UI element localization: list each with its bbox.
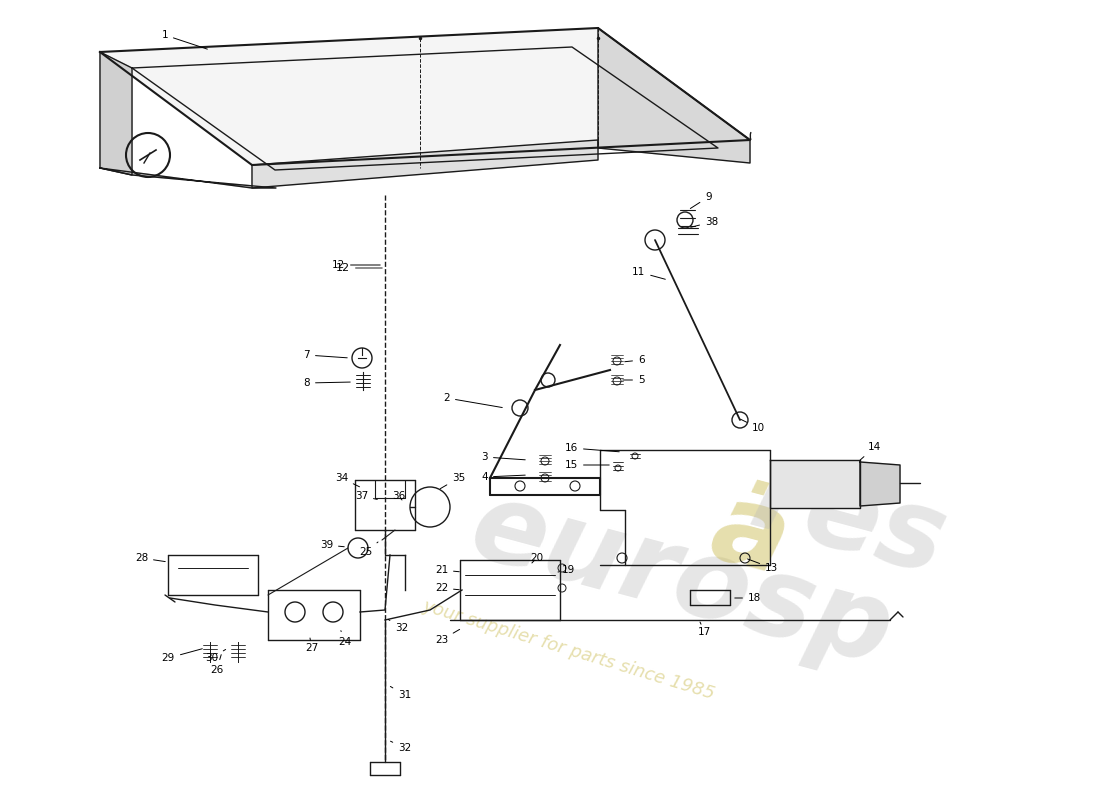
Text: 24: 24 [338,630,351,647]
Text: 7: 7 [304,350,348,360]
Text: 23: 23 [434,630,460,645]
Text: 20: 20 [530,553,543,563]
Text: 21: 21 [434,565,459,575]
Text: 19: 19 [558,565,575,575]
Text: 38: 38 [691,217,718,227]
Text: 5: 5 [623,375,645,385]
Text: 1: 1 [162,30,208,49]
Text: 2: 2 [443,393,503,407]
Text: 26: 26 [210,654,223,675]
Text: 34: 34 [334,473,360,486]
Polygon shape [770,460,860,508]
Text: 25: 25 [359,542,378,557]
Polygon shape [598,28,750,163]
Text: 18: 18 [735,593,761,603]
Text: 15: 15 [564,460,609,470]
Text: 36: 36 [392,491,405,501]
Polygon shape [860,462,900,506]
Text: 16: 16 [564,443,619,453]
Text: 39: 39 [320,540,344,550]
Polygon shape [252,140,598,188]
Text: 8: 8 [304,378,350,388]
Text: 4: 4 [482,472,525,482]
Text: 12: 12 [332,260,381,270]
Text: 13: 13 [748,559,779,573]
Text: 6: 6 [625,355,645,365]
Text: 29: 29 [162,649,202,663]
Text: ä: ä [700,474,800,596]
Text: 32: 32 [388,619,408,633]
Text: 32: 32 [390,742,411,753]
Text: res: res [740,443,957,597]
Text: eurosp: eurosp [460,473,904,687]
Text: 28: 28 [134,553,165,563]
Text: 30: 30 [205,650,225,663]
Text: your supplier for parts since 1985: your supplier for parts since 1985 [420,597,717,703]
Polygon shape [100,52,132,175]
Text: 9: 9 [691,192,712,209]
Text: 10: 10 [740,419,766,433]
Text: 22: 22 [434,583,459,593]
Text: 11: 11 [632,267,666,279]
Text: 12: 12 [336,263,382,273]
Text: 17: 17 [698,622,712,637]
Polygon shape [100,28,750,165]
Text: 27: 27 [305,638,318,653]
Text: 37: 37 [354,491,377,501]
Text: 14: 14 [860,442,881,460]
Text: 3: 3 [482,452,525,462]
Polygon shape [100,168,276,188]
Text: 35: 35 [440,473,465,489]
Text: 31: 31 [390,686,411,700]
